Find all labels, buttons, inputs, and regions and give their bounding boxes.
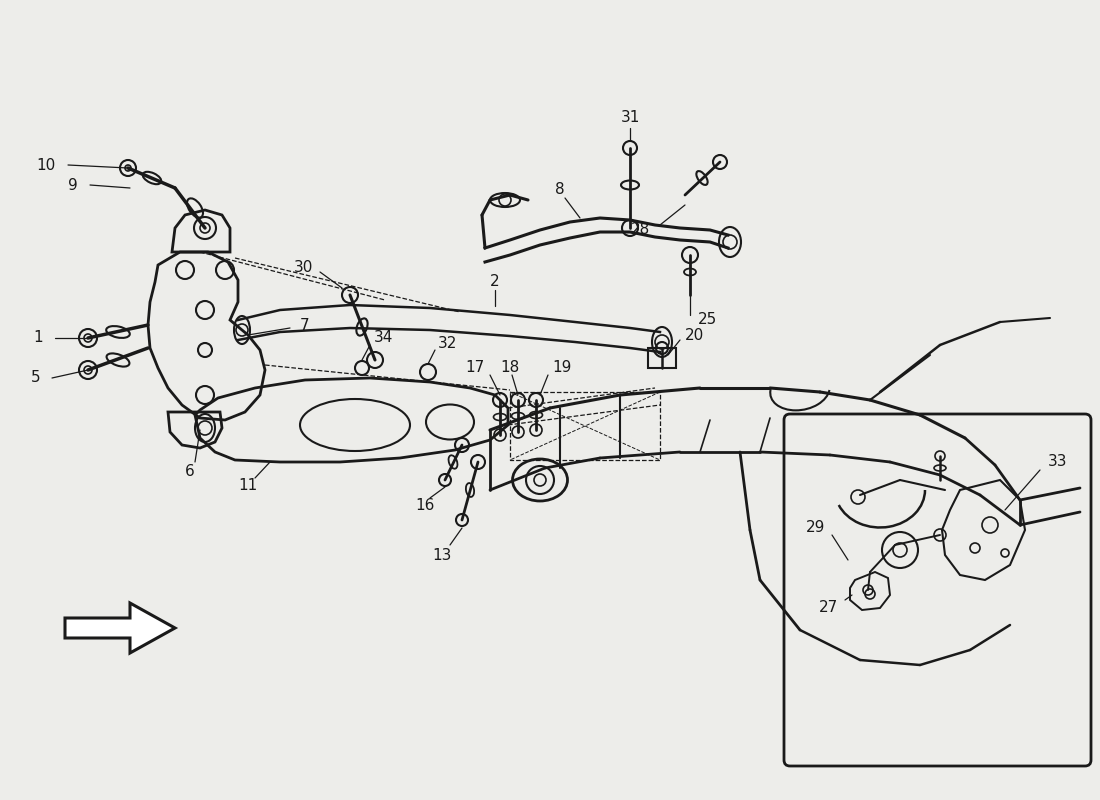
- Text: 34: 34: [374, 330, 394, 346]
- Text: 16: 16: [416, 498, 434, 513]
- Text: 18: 18: [500, 361, 519, 375]
- Text: 17: 17: [465, 361, 485, 375]
- FancyBboxPatch shape: [784, 414, 1091, 766]
- Text: 1: 1: [33, 330, 43, 346]
- Text: 2: 2: [491, 274, 499, 290]
- Bar: [648, 348, 676, 368]
- Text: 8: 8: [556, 182, 564, 198]
- Text: 6: 6: [185, 465, 195, 479]
- Text: 31: 31: [620, 110, 640, 126]
- Text: 30: 30: [294, 261, 313, 275]
- Text: 11: 11: [239, 478, 257, 493]
- Text: 32: 32: [438, 335, 458, 350]
- Text: 7: 7: [300, 318, 309, 333]
- Text: 29: 29: [805, 521, 825, 535]
- Text: 27: 27: [818, 601, 838, 615]
- Text: 5: 5: [31, 370, 40, 386]
- Text: 10: 10: [36, 158, 56, 173]
- Text: 9: 9: [68, 178, 78, 193]
- Text: 13: 13: [432, 547, 452, 562]
- Text: 19: 19: [552, 361, 571, 375]
- Text: 33: 33: [1048, 454, 1067, 470]
- Text: 20: 20: [685, 327, 704, 342]
- Text: 25: 25: [698, 313, 717, 327]
- Text: 28: 28: [630, 222, 650, 238]
- Polygon shape: [65, 603, 175, 653]
